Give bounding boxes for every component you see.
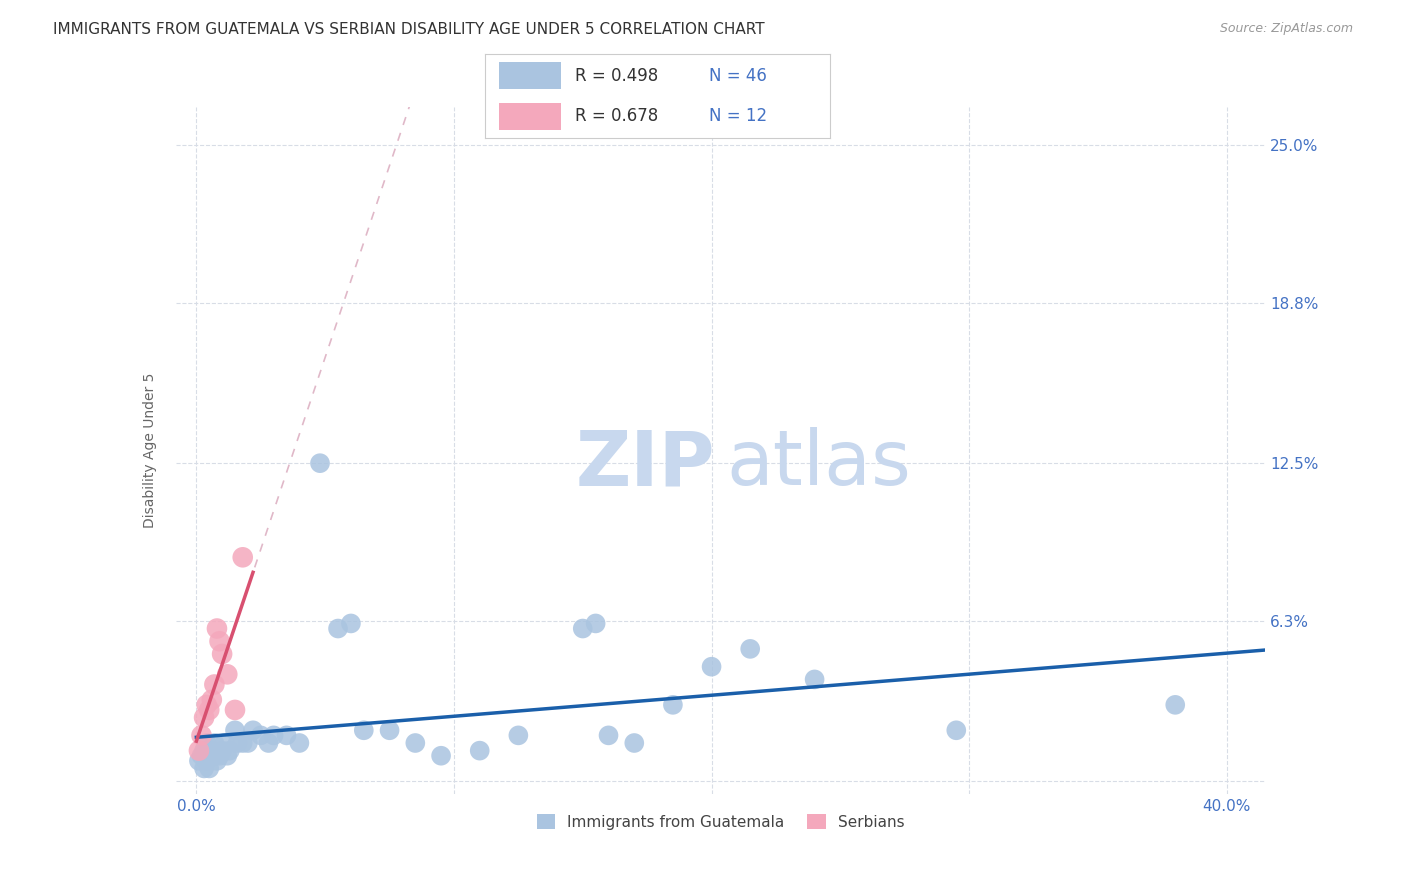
Point (202, 736, 225, 750)
Y-axis label: Disability Age Under 5: Disability Age Under 5 (143, 373, 157, 528)
Text: N = 46: N = 46 (709, 67, 766, 85)
FancyBboxPatch shape (499, 103, 561, 130)
Point (202, 748, 225, 763)
Point (585, 616, 607, 631)
Point (198, 703, 221, 717)
Point (217, 748, 239, 763)
Point (232, 736, 254, 750)
FancyBboxPatch shape (499, 62, 561, 89)
Point (218, 744, 240, 758)
Point (201, 744, 224, 758)
Point (326, 622, 349, 636)
Point (202, 677, 225, 691)
Point (198, 748, 221, 763)
Point (404, 736, 426, 750)
Point (205, 622, 228, 636)
Point (257, 736, 280, 750)
Point (205, 754, 228, 768)
Text: R = 0.498: R = 0.498 (575, 67, 658, 85)
Text: IMMIGRANTS FROM GUATEMALA VS SERBIAN DISABILITY AGE UNDER 5 CORRELATION CHART: IMMIGRANTS FROM GUATEMALA VS SERBIAN DIS… (53, 22, 765, 37)
Point (309, 456, 332, 470)
Point (1164, 698, 1187, 712)
Point (195, 754, 218, 768)
Point (242, 723, 264, 738)
Point (700, 659, 723, 673)
Point (288, 736, 311, 750)
Text: R = 0.678: R = 0.678 (575, 107, 658, 125)
Point (263, 728, 285, 742)
Point (623, 736, 645, 750)
Point (236, 736, 259, 750)
Point (740, 641, 762, 656)
Point (195, 698, 218, 712)
Point (353, 723, 375, 738)
Point (208, 634, 231, 648)
Point (190, 748, 212, 763)
Text: atlas: atlas (725, 427, 911, 501)
Point (468, 744, 491, 758)
Text: N = 12: N = 12 (709, 107, 768, 125)
Point (945, 723, 967, 738)
Point (217, 667, 239, 681)
Point (598, 728, 620, 742)
Point (208, 748, 231, 763)
Point (193, 761, 215, 775)
Point (340, 616, 363, 631)
Legend: Immigrants from Guatemala, Serbians: Immigrants from Guatemala, Serbians (530, 807, 911, 836)
Point (224, 703, 246, 717)
Text: ZIP: ZIP (575, 427, 716, 501)
Point (201, 692, 224, 706)
Point (211, 647, 233, 661)
Point (187, 754, 209, 768)
Point (198, 761, 221, 775)
Point (430, 748, 453, 763)
Point (214, 736, 236, 750)
Point (224, 723, 246, 738)
Point (193, 744, 215, 758)
Point (249, 728, 271, 742)
Point (276, 728, 298, 742)
Point (226, 736, 249, 750)
Point (187, 744, 209, 758)
Point (195, 736, 218, 750)
Text: Source: ZipAtlas.com: Source: ZipAtlas.com (1219, 22, 1353, 36)
Point (232, 550, 254, 565)
Point (190, 728, 212, 742)
Point (211, 744, 233, 758)
Point (508, 728, 530, 742)
Point (378, 723, 401, 738)
Point (803, 673, 825, 687)
Point (571, 622, 593, 636)
Point (662, 698, 685, 712)
Point (193, 710, 215, 724)
